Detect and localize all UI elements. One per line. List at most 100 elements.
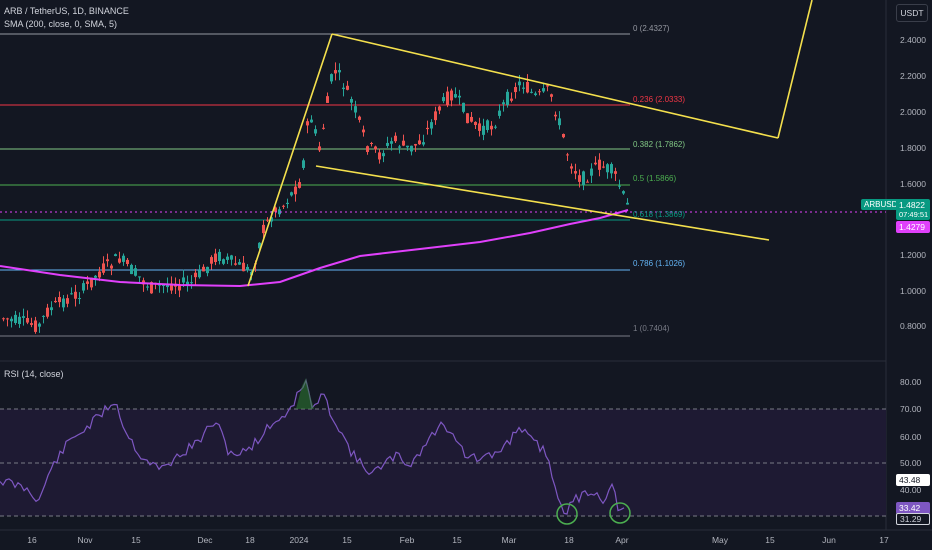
candle-body — [502, 102, 505, 105]
fib-label-0618: 0.618 (1.3869) — [633, 210, 686, 219]
candle-body — [530, 91, 533, 93]
sma-legend[interactable]: SMA (200, close, 0, SMA, 5) — [4, 19, 118, 29]
flag-upper-trendline[interactable] — [331, 33, 779, 139]
currency-button[interactable]: USDT — [896, 4, 928, 22]
candle-body — [550, 94, 553, 97]
candle-body — [574, 171, 577, 174]
candle-body — [302, 160, 305, 168]
candle-body — [414, 144, 417, 146]
candle-body — [370, 142, 373, 144]
time-axis-label: 15 — [765, 535, 775, 545]
rsi-tick: 80.00 — [900, 377, 922, 387]
candle-body — [334, 70, 337, 74]
flagpole-trendline[interactable] — [247, 33, 333, 287]
candle-body — [202, 266, 205, 272]
price-tick: 1.6000 — [900, 179, 926, 189]
price-tick: 2.2000 — [900, 71, 926, 81]
candle-body — [230, 255, 233, 260]
candle-body — [134, 268, 137, 276]
sma-value-tag: 1.4279 — [896, 221, 930, 233]
candle-body — [358, 116, 361, 120]
candle-body — [62, 298, 65, 308]
time-axis-label: Nov — [77, 535, 93, 545]
fibonacci-retracement[interactable] — [0, 33, 630, 337]
candle-body — [126, 259, 129, 264]
candle-body — [494, 126, 497, 128]
rsi-tick: 60.00 — [900, 432, 922, 442]
candle-body — [546, 85, 549, 87]
candle-body — [594, 162, 597, 165]
candle-body — [458, 95, 461, 98]
candle-body — [238, 262, 241, 265]
candle-body — [70, 293, 73, 295]
candle-body — [74, 291, 77, 299]
projection-trendline[interactable] — [777, 0, 813, 139]
bar-countdown-tag: 07:49:51 — [896, 209, 930, 220]
candle-body — [310, 119, 313, 123]
candle-body — [474, 121, 477, 126]
candle-body — [578, 175, 581, 182]
rsi-legend[interactable]: RSI (14, close) — [4, 369, 64, 379]
candle-body — [402, 140, 405, 146]
flag-lower-trendline[interactable] — [315, 165, 770, 241]
trendline-drawings[interactable] — [247, 0, 813, 287]
candle-body — [82, 283, 85, 291]
candle-body — [422, 142, 425, 145]
candle-body — [42, 315, 45, 317]
candle-body — [150, 282, 153, 294]
candle-body — [110, 265, 113, 269]
candle-body — [178, 284, 181, 291]
candle-body — [562, 133, 565, 138]
candle-body — [226, 256, 229, 260]
candle-body — [118, 258, 121, 263]
candle-body — [498, 110, 501, 116]
candle-body — [434, 111, 437, 121]
candle-body — [54, 300, 57, 303]
candle-body — [322, 127, 325, 129]
candle-body — [86, 281, 89, 284]
candle-body — [582, 171, 585, 186]
candle-body — [390, 141, 393, 144]
candle-body — [114, 254, 117, 257]
fib-label-05: 0.5 (1.5866) — [633, 174, 677, 183]
candle-body — [362, 129, 365, 133]
candle-body — [14, 314, 17, 324]
candle-body — [514, 87, 517, 93]
candle-body — [374, 146, 377, 150]
candle-body — [98, 271, 101, 278]
symbol-legend[interactable]: ARB / TetherUS, 1D, BINANCE — [4, 6, 129, 16]
candle-body — [378, 152, 381, 160]
candle-body — [366, 146, 369, 152]
candle-body — [90, 277, 93, 288]
candle-body — [486, 120, 489, 131]
candle-body — [606, 164, 609, 173]
candle-body — [534, 93, 537, 95]
candle-body — [2, 318, 5, 320]
candle-body — [590, 168, 593, 176]
candle-body — [526, 82, 529, 93]
candle-body — [478, 123, 481, 131]
candle-body — [162, 284, 165, 286]
time-axis-label: Dec — [197, 535, 213, 545]
time-axis-label: 16 — [27, 535, 37, 545]
candle-body — [426, 127, 429, 130]
candle-body — [314, 129, 317, 134]
candle-body — [454, 94, 457, 98]
candle-body — [622, 191, 625, 194]
candle-body — [26, 318, 29, 323]
candle-body — [406, 145, 409, 148]
candle-body — [350, 99, 353, 103]
candle-body — [338, 70, 341, 73]
candle-body — [354, 106, 357, 113]
candle-body — [146, 286, 149, 288]
rsi-tick: 40.00 — [900, 485, 922, 495]
candle-body — [570, 166, 573, 169]
candle-body — [542, 88, 545, 92]
candle-body — [346, 85, 349, 90]
candle-body — [626, 202, 629, 205]
candle-body — [214, 253, 217, 263]
candle-body — [286, 202, 289, 205]
candle-body — [10, 318, 13, 322]
last-price-tag: 1.4822 — [896, 199, 930, 211]
